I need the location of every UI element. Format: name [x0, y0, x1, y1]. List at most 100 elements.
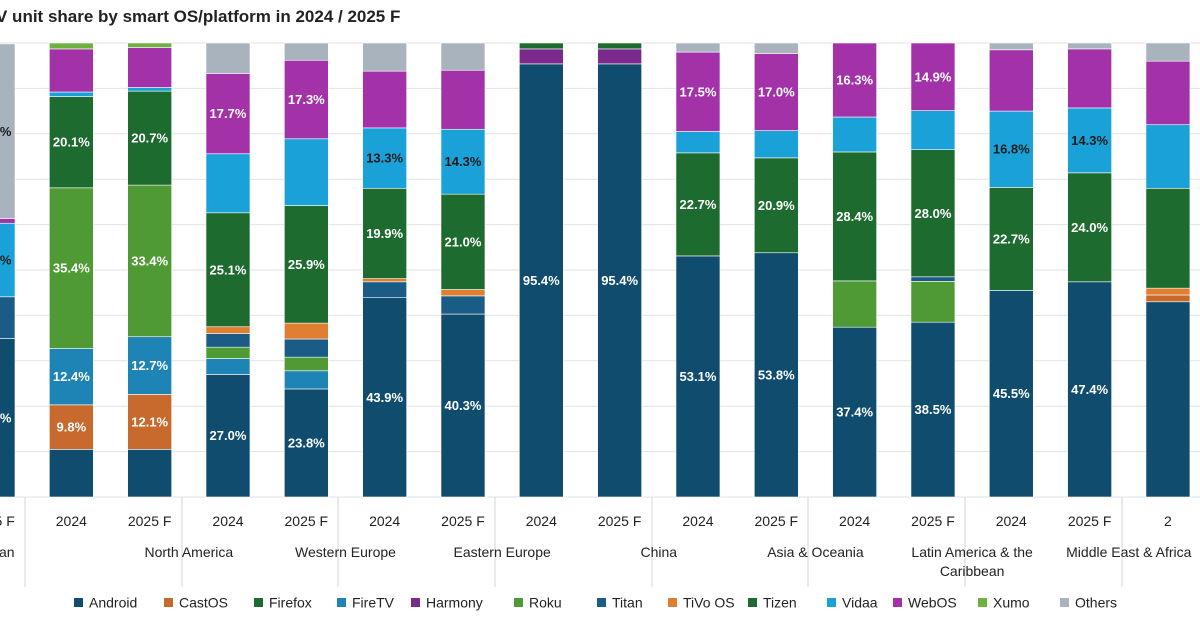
- bar-segment-asia-and-oceania-2024-tizen: [675, 152, 721, 257]
- data-label-north-america-2025-f-castos: 12.1%: [131, 414, 168, 429]
- bar-segment-latin-america-and-the-caribbean-2024-roku: [832, 280, 877, 328]
- data-label-western-europe-2025-f-webos: 17.3%: [288, 92, 325, 107]
- bar-segment-global-2024-others: [1145, 42, 1191, 62]
- region-label-latin-america-and-the-caribbean: Caribbean: [940, 563, 1005, 579]
- year-tick-label: 2024: [839, 513, 870, 529]
- data-label-middle-east-and-africa-2025-f-vidaa: 14.3%: [1071, 133, 1108, 148]
- bar-segment-western-europe-2025-f-webos: [284, 59, 329, 140]
- data-label-eastern-europe-2025-f-android: 40.3%: [445, 398, 482, 413]
- data-label-western-europe-2024-android: 27.0%: [210, 428, 247, 443]
- x-axis: 2025 F 2024 2025 F 2024 2025 F 2024 2025 F 2024…: [0, 497, 1192, 587]
- bar-segment-latin-america-and-the-caribbean-2024-android: [832, 326, 877, 498]
- legend-swatch-firetv: [337, 598, 346, 607]
- legend-label-vidaa: Vidaa: [842, 595, 878, 611]
- bar-segment-asia-and-oceania-2025-f-tizen: [753, 157, 799, 254]
- legend-label-xumo: Xumo: [993, 595, 1030, 611]
- bar-segment-western-europe-2024-roku: [205, 346, 251, 359]
- bar-segment-middle-east-and-africa-2024-android: [988, 290, 1034, 498]
- bar-segment-latin-america-and-the-caribbean-2025-f-roku: [910, 281, 956, 323]
- legend-swatch-others: [1060, 598, 1069, 607]
- bar-segment-north-america-2025-f-roku: [127, 184, 172, 338]
- data-label-eastern-europe-2024-vidaa: 13.3%: [366, 151, 403, 166]
- legend-label-titan: Titan: [612, 595, 643, 611]
- legend-swatch-firefox: [254, 598, 263, 607]
- bar-segment-western-europe-2025-f-vidaa: [284, 138, 329, 206]
- data-label-latin-america-and-the-caribbean-2024-webos: 16.3%: [836, 73, 873, 88]
- bar-segment-middle-east-and-africa-2024-others: [988, 42, 1034, 51]
- region-label-western-europe: Western Europe: [295, 544, 396, 560]
- bar-segment-asia-and-oceania-2024-vidaa: [675, 131, 721, 154]
- data-label-latin-america-and-the-caribbean-2025-f-android: 38.5%: [915, 402, 952, 417]
- data-label-western-europe-2024-webos: 17.7%: [210, 106, 247, 121]
- data-label-north-america-2024-tizen: 20.1%: [53, 135, 90, 150]
- bar-segment-north-america-2024-roku: [49, 187, 94, 349]
- bar-segment-china-2024-tizen: [519, 42, 564, 50]
- data-label-japan-2025-f-vidaa: 16.2%: [0, 253, 12, 268]
- data-label-north-america-2024-castos: 9.8%: [57, 420, 87, 435]
- region-label-latin-america-and-the-caribbean: Latin America & the: [911, 544, 1033, 560]
- data-label-japan-2025-f-android: 34.9%: [0, 410, 12, 425]
- bar-segment-latin-america-and-the-caribbean-2025-f-webos: [910, 42, 956, 111]
- bar-segment-japan-2025-f-others: [0, 43, 16, 219]
- bar-segment-global-2024-webos: [1145, 60, 1191, 126]
- bar-segment-north-america-2024-castos: [49, 404, 94, 450]
- bar-segment-middle-east-and-africa-2025-f-webos: [1067, 48, 1112, 109]
- legend-label-roku: Roku: [529, 595, 562, 611]
- data-label-china-2024-android: 95.4%: [523, 273, 560, 288]
- bar-segment-north-america-2025-f-webos: [127, 47, 172, 88]
- year-tick-label: 2025 F: [755, 513, 799, 529]
- bar-segment-latin-america-and-the-caribbean-2024-webos: [832, 42, 877, 118]
- region-label-japan: an: [0, 544, 15, 560]
- bar-segment-western-europe-2025-f-titan: [284, 338, 329, 358]
- data-label-asia-and-oceania-2024-tizen: 22.7%: [680, 197, 717, 212]
- data-label-asia-and-oceania-2025-f-webos: 17.0%: [758, 85, 795, 100]
- bar-segment-eastern-europe-2024-tizen: [362, 187, 407, 279]
- bar-segment-china-2024-harmony: [519, 48, 564, 65]
- legend-swatch-xumo: [978, 598, 987, 607]
- bar-segment-eastern-europe-2024-others: [362, 42, 407, 72]
- legend-label-tizen: Tizen: [763, 595, 797, 611]
- bar-segment-japan-2025-f-webos: [0, 218, 16, 224]
- bar-segment-latin-america-and-the-caribbean-2025-f-vidaa: [910, 110, 956, 150]
- data-label-latin-america-and-the-caribbean-2025-f-webos: 14.9%: [915, 69, 952, 84]
- data-label-eastern-europe-2024-tizen: 19.9%: [366, 226, 403, 241]
- data-label-north-america-2025-f-tizen: 20.7%: [131, 131, 168, 146]
- year-tick-label: 2024: [212, 513, 243, 529]
- bar-segment-global-2024-vidaa: [1145, 124, 1191, 189]
- region-label-north-america: North America: [144, 544, 233, 560]
- legend-swatch-vidaa: [827, 598, 836, 607]
- year-tick-label: 2025 F: [285, 513, 329, 529]
- bar-segment-north-america-2025-f-xumo: [127, 42, 172, 48]
- bar-segment-latin-america-and-the-caribbean-2025-f-titan: [910, 276, 956, 282]
- bar-segment-western-europe-2025-f-tivo-os: [284, 322, 329, 340]
- year-tick-label: 2024: [56, 513, 87, 529]
- data-label-middle-east-and-africa-2024-vidaa: 16.8%: [993, 142, 1030, 157]
- legend-swatch-tizen: [748, 598, 757, 607]
- bar-segment-asia-and-oceania-2024-android: [675, 255, 721, 498]
- legend-swatch-webos: [893, 598, 902, 607]
- bar-segment-global-2024-tivo-os: [1145, 287, 1191, 296]
- bar-segment-western-europe-2025-f-firetv: [284, 370, 329, 390]
- data-label-japan-2025-f-others: 38.5%: [0, 124, 12, 139]
- data-label-middle-east-and-africa-2024-tizen: 22.7%: [993, 231, 1030, 246]
- bar-segment-global-2024-tizen: [1145, 187, 1191, 289]
- year-tick-label: 2025 F: [441, 513, 485, 529]
- data-label-western-europe-2024-tizen: 25.1%: [210, 262, 247, 277]
- legend-label-castos: CastOS: [179, 595, 228, 611]
- bar-segment-north-america-2024-vidaa: [49, 91, 94, 97]
- bar-segment-japan-2025-f-titan: [0, 296, 16, 339]
- region-label-middle-east-and-africa: Middle East & Africa: [1066, 544, 1191, 560]
- bar-segment-latin-america-and-the-caribbean-2024-vidaa: [832, 116, 877, 153]
- data-label-latin-america-and-the-caribbean-2024-android: 37.4%: [836, 405, 873, 420]
- bar-segment-eastern-europe-2024-titan: [362, 281, 407, 298]
- legend-label-harmony: Harmony: [426, 595, 483, 611]
- year-tick-label: 2025 F: [1068, 513, 1112, 529]
- bar-segment-china-2025-f-tizen: [597, 42, 642, 50]
- data-label-north-america-2025-f-firetv: 12.7%: [131, 358, 168, 373]
- year-tick-label: 2024: [996, 513, 1027, 529]
- bar-segment-western-europe-2024-tizen: [205, 212, 251, 328]
- bar-segment-western-europe-2024-others: [205, 42, 251, 74]
- bar-segment-north-america-2024-android: [49, 449, 94, 498]
- data-label-western-europe-2025-f-tizen: 25.9%: [288, 257, 325, 272]
- bar-segment-middle-east-and-africa-2025-f-vidaa: [1067, 107, 1112, 174]
